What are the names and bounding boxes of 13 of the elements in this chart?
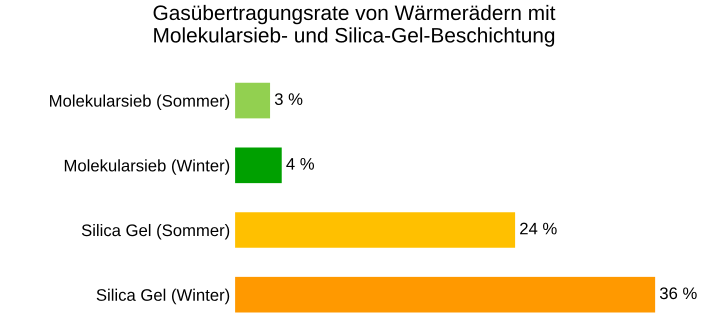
bar: [235, 276, 656, 313]
data-label: 3 %: [274, 93, 302, 106]
y-tick-label: Molekularsieb (Winter): [64, 159, 230, 175]
y-tick-label: Silica Gel (Winter): [96, 288, 230, 304]
chart-title: Gasübertragungsrate von Wärmerädern mit Molekularsieb- und Silica-Gel-Beschichtung: [154, 4, 556, 47]
data-label: 24 %: [520, 222, 557, 234]
y-tick-label: Silica Gel (Sommer): [82, 224, 230, 240]
data-label: 4 %: [286, 158, 314, 170]
y-tick-label: Molekularsieb (Sommer): [50, 94, 230, 110]
bar: [235, 147, 282, 184]
bar: [235, 212, 516, 248]
bar: [235, 82, 270, 118]
data-label: 36 %: [660, 287, 697, 300]
